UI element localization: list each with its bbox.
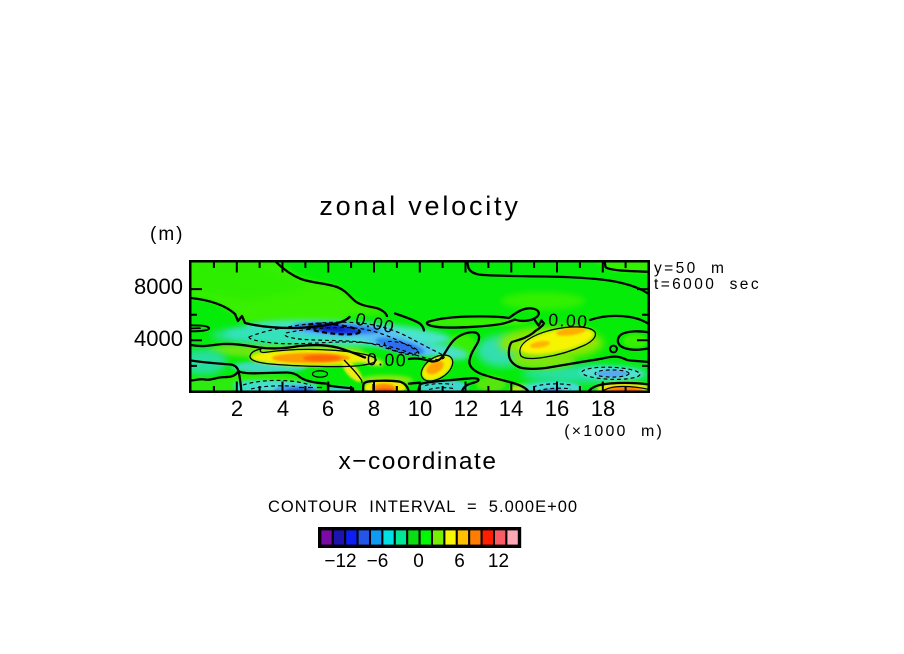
svg-text:0.00: 0.00 xyxy=(367,349,408,370)
svg-text:0.00: 0.00 xyxy=(548,310,589,332)
